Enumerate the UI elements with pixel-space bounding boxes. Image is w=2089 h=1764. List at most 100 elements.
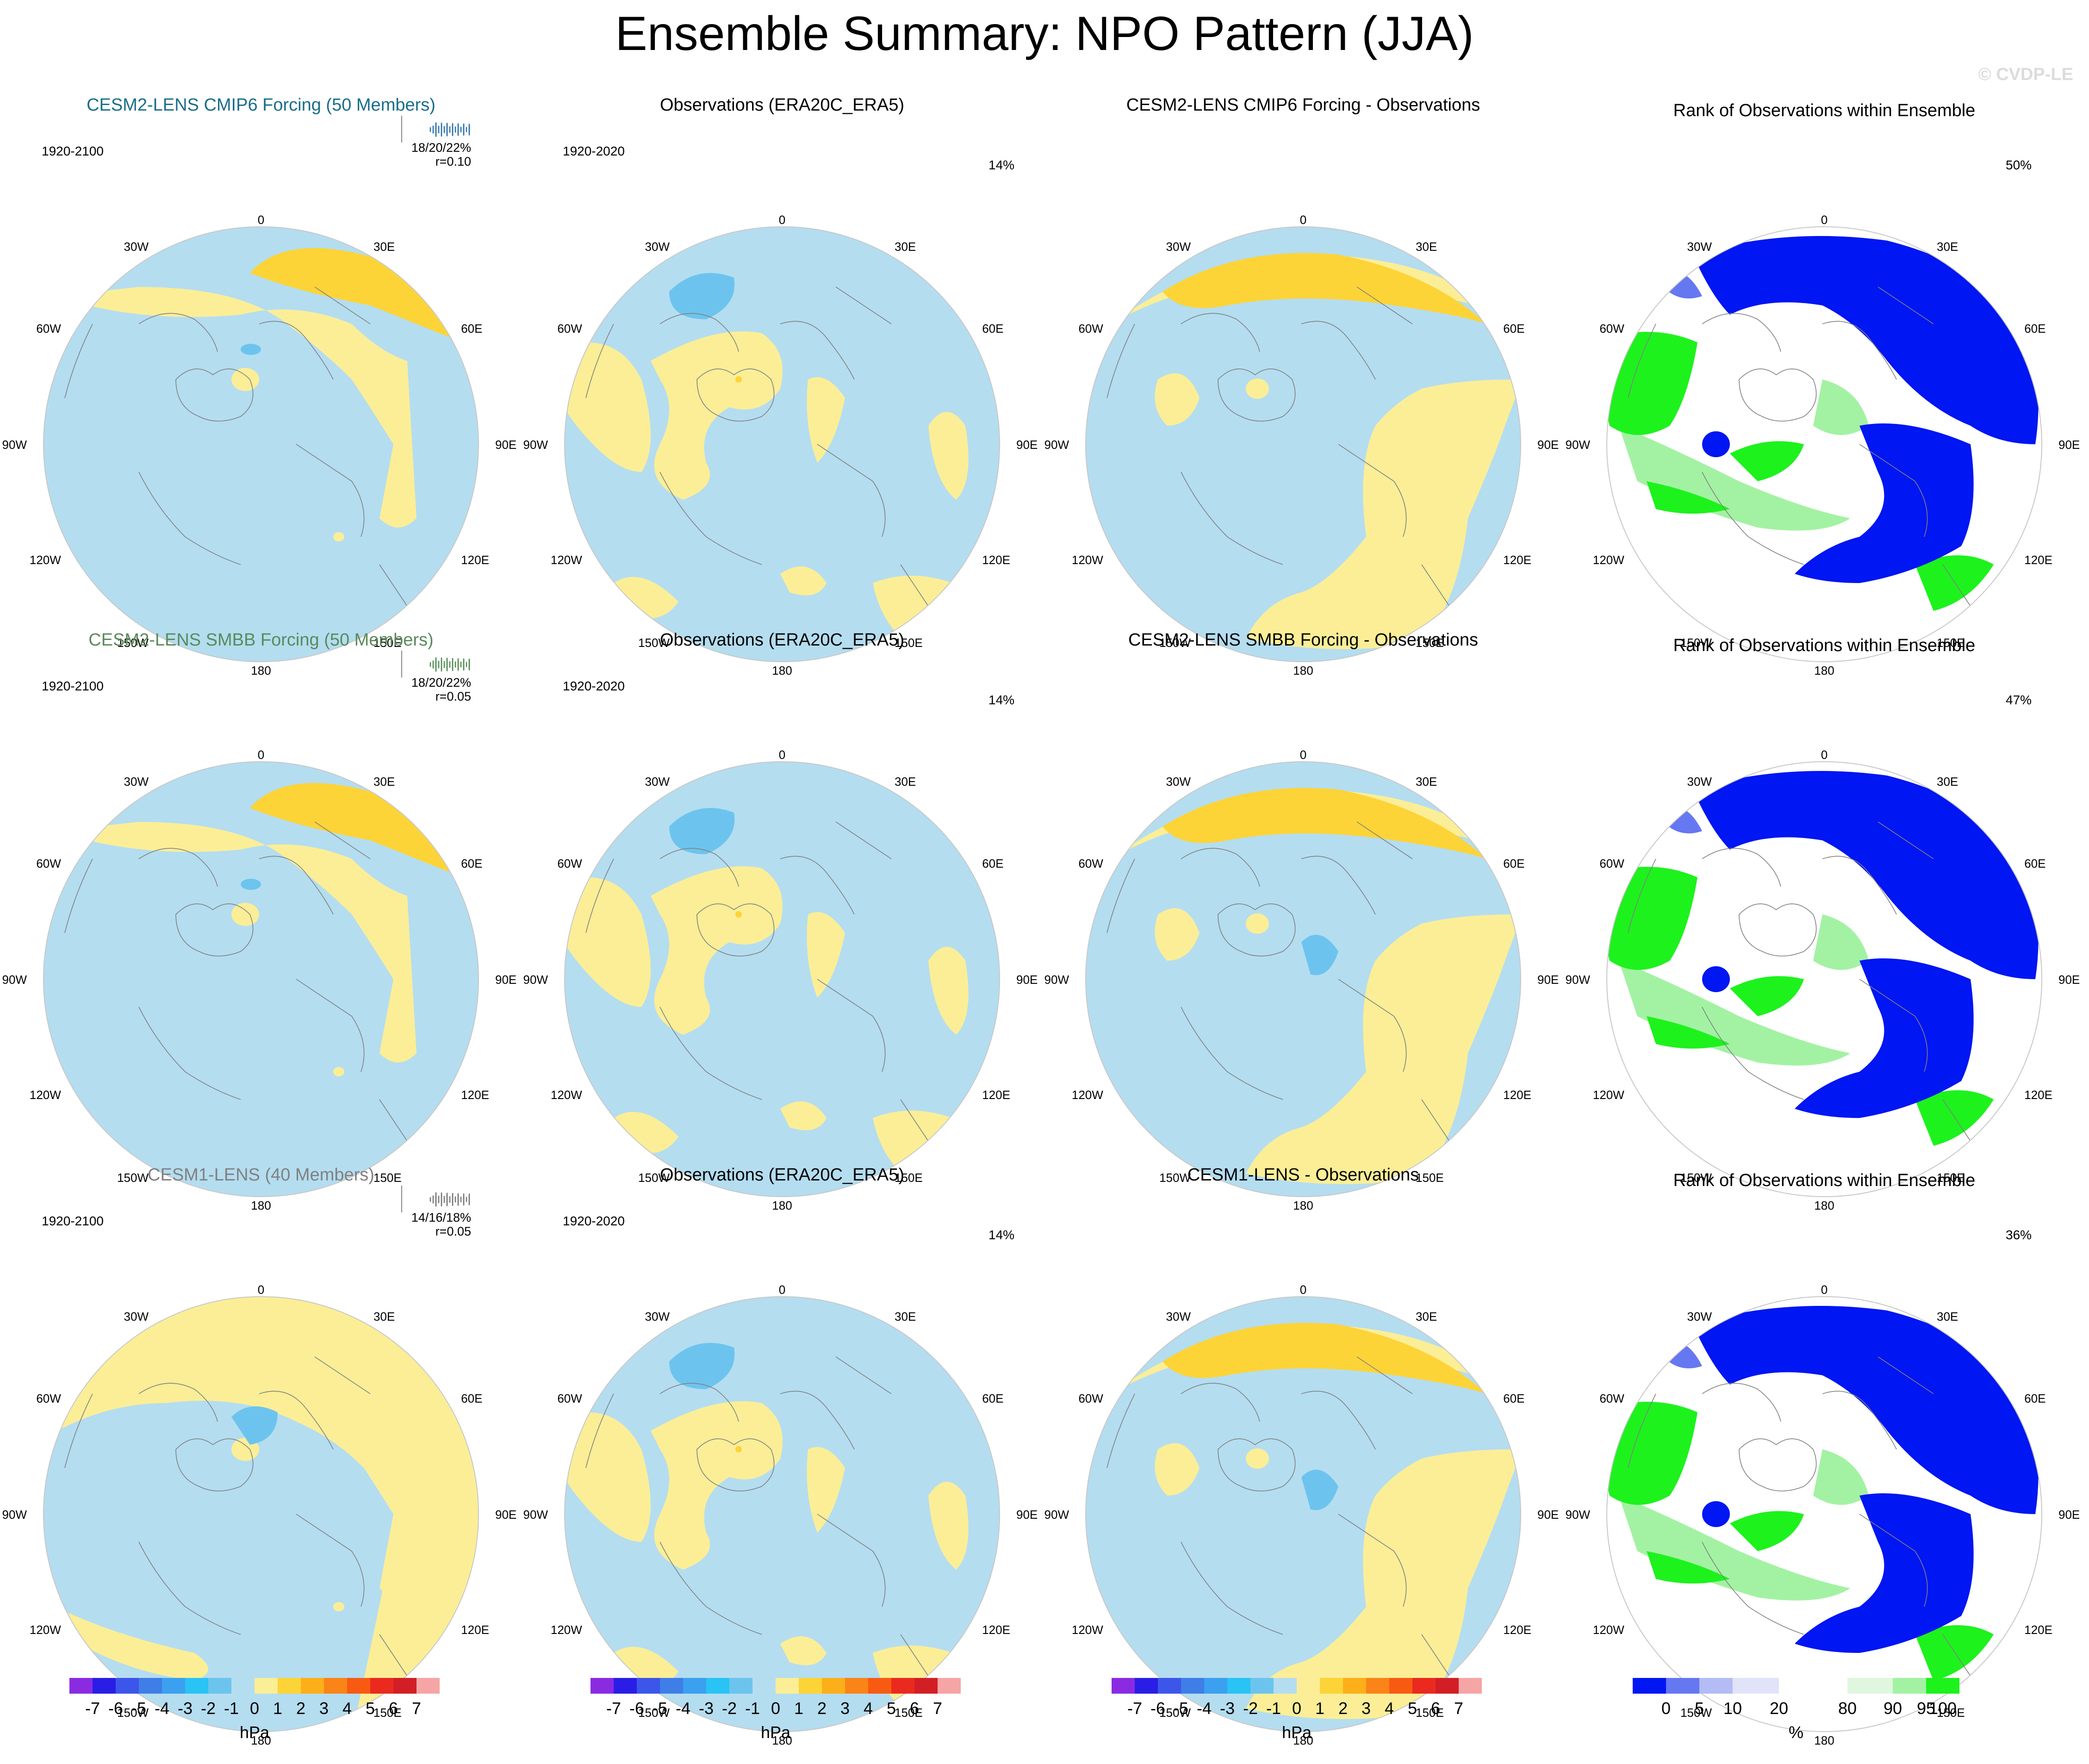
colorbar-swatch [324,1678,347,1694]
coastline-5 [1628,858,1656,933]
lon-label-30W: 30W [645,775,670,789]
colorbar-tick-label: 4 [342,1699,352,1718]
obs-annotations: 1920-2020 14% [563,679,1014,707]
rank-colorbar: 0 5 10 20 80 90 95 100% [1633,1674,2031,1748]
rank-blue-region [1693,771,2039,979]
colorbar-swatch [1297,1678,1320,1694]
colorbar-unit-label: hPa [1282,1723,1312,1742]
rank-map: 180 0 150E 150W 120E 120W 90E 90W 60E 60W 30E 30W [1566,1283,2080,1747]
colorbar-swatch [1412,1678,1436,1694]
coastline-0 [1739,368,1817,422]
lon-label-150E: 150E [895,636,923,650]
lon-label-0: 0 [258,213,264,227]
colorbar-tick-label: -6 [1150,1699,1165,1718]
rank-annotations: 50% [2006,158,2032,172]
lon-label-60E: 60E [461,857,482,870]
colorbar-swatch [1112,1678,1135,1694]
coastline-4 [1181,1006,1283,1100]
lon-label-30E: 30E [1416,775,1437,789]
map-field [44,227,479,662]
coastline-6 [1878,1356,1934,1394]
coastline-2 [1822,1391,1897,1450]
lon-label-180: 180 [251,1733,271,1747]
rank-colorbar-tick-label: 90 [1884,1699,1902,1718]
coastline-2 [1822,321,1897,380]
lon-label-90W: 90W [1044,1508,1069,1522]
coastline-6 [835,286,892,324]
lon-label-60W: 60W [1078,857,1103,870]
lon-label-120W: 120W [1072,1088,1103,1102]
lon-label-60E: 60E [2024,322,2045,335]
lon-label-120W: 120W [30,1088,61,1102]
panel-obs-row3: Observations (ERA20C_ERA5) 180 0 150E 150W 12… [521,1158,1043,1747]
lon-label-90E: 90E [1016,438,1038,452]
colorbar-swatch [139,1678,162,1694]
panel-rank-row3: Rank of Observations within Ensemble 180 0… [1563,1158,2085,1747]
map-field [1086,1297,1521,1732]
positive-anomaly-region [807,1447,845,1533]
colorbar-tick-label: -2 [722,1699,737,1718]
rank-light-green-region [1619,1496,1850,1601]
hpa-colorbar-col3: -7 -6 -5 -4 -3 -2 -1 0 1 2 3 4 5 6 7 hPa [1112,1674,1510,1748]
coastline-4 [138,1006,241,1100]
lon-label-120W: 120W [1593,553,1624,567]
strong-positive-anomaly-region [1163,253,1486,324]
lon-label-150E: 150E [373,1706,402,1720]
colorbar-swatch [729,1678,752,1694]
lon-label-30W: 30W [124,775,149,789]
coastline-1 [659,848,739,887]
lon-label-150E: 150E [1937,1706,1965,1720]
lon-label-120W: 120W [30,553,61,567]
strong-positive-anomaly-spot [735,1446,742,1453]
rank-map: 180 0 150E 150W 120E 120W 90E 90W 60E 60W 30E 30W [1566,748,2080,1212]
lon-label-60W: 60W [36,857,61,870]
negative-anomaly-region [669,273,735,319]
colorbar-swatch [1250,1678,1274,1694]
positive-anomaly-region [807,912,845,998]
map-boundary [1085,1296,1521,1732]
rank-light-green-region [1813,1449,1869,1505]
map-boundary [43,1296,479,1732]
lon-label-30W: 30W [1687,775,1712,789]
colorbar-tick-label: -3 [178,1699,193,1718]
rank-colorbar-tick-label: 5 [1695,1699,1704,1718]
correlation-label: r=0.10 [435,155,471,168]
positive-anomaly-region [333,1602,344,1611]
map-boundary [1606,761,2042,1197]
rank-green-region [1730,1511,1804,1551]
strong-positive-anomaly-region [1163,1323,1486,1394]
colorbar-tick-label: 4 [1385,1699,1394,1718]
panel-diff-row3: CESM1-LENS - Observations 180 0 150E 150W 120… [1042,1158,1564,1747]
model-map: 180 0 150E 150W 120E 120W 90E 90W 60E 60W 30E 30W [2,213,517,677]
lon-label-120E: 120E [2024,1088,2052,1102]
lon-label-0: 0 [1821,748,1828,762]
variance-pct-label: 14/16/18% [411,1211,471,1224]
negative-anomaly-region [231,1406,278,1445]
coastline-1 [659,1383,739,1422]
model-map: 180 0 150E 150W 120E 120W 90E 90W 60E 60W 30E 30W [2,748,517,1212]
colorbar-tick-label: 7 [933,1699,942,1718]
coastline-0 [175,903,254,957]
positive-anomaly-region [1155,1443,1200,1496]
coastline-0 [696,1438,775,1491]
lon-label-90W: 90W [2,973,27,987]
colorbar-tick-label: -6 [629,1699,644,1718]
rank-green-region [1647,1551,1730,1584]
rank-blue-region [1795,423,1974,583]
strong-positive-anomaly-spot [735,376,742,383]
colorbar-swatch [1343,1678,1366,1694]
variance-pct-label: 18/20/22% [411,141,471,155]
colorbar-swatch [370,1678,393,1694]
lon-label-120E: 120E [982,1088,1010,1102]
coastline-5 [1107,858,1135,933]
lon-label-150W: 150W [1680,636,1712,650]
colorbar-tick-label: -6 [108,1699,123,1718]
lon-label-30W: 30W [124,1310,149,1323]
colorbar-swatch [868,1678,891,1694]
colorbar-swatch [278,1678,301,1694]
colorbar-swatch [1204,1678,1227,1694]
page-title: Ensemble Summary: NPO Pattern (JJA) [615,7,1474,61]
map-boundary [564,1296,1000,1732]
period-label: 1920-2020 [563,679,625,693]
colorbar-swatch [1320,1678,1343,1694]
